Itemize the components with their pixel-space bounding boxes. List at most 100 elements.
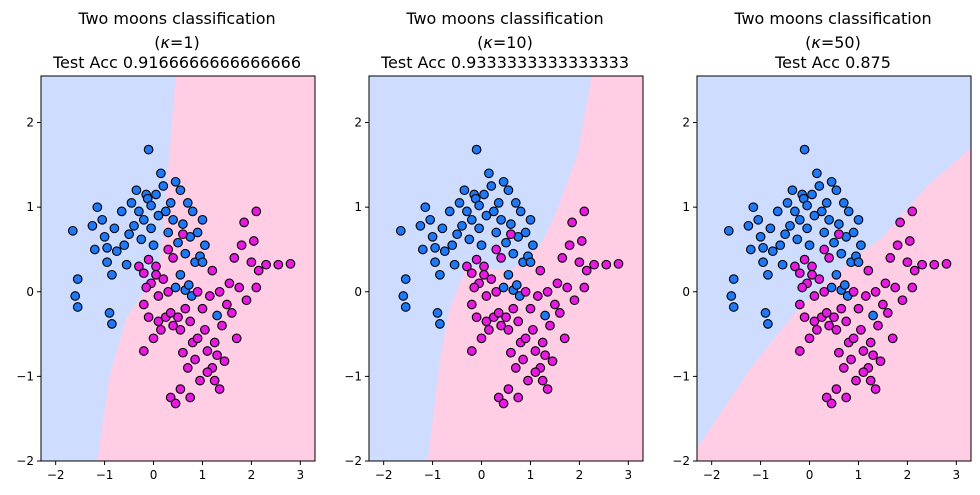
- point-class-0: [464, 234, 475, 245]
- point-class-1: [875, 356, 886, 367]
- point-class-0: [454, 198, 465, 208]
- point-class-0: [829, 237, 839, 248]
- point-class-0: [107, 319, 117, 329]
- point-class-1: [493, 308, 504, 318]
- point-class-0: [192, 227, 203, 238]
- point-class-1: [138, 346, 149, 356]
- y-tick-label: 1: [26, 200, 34, 214]
- point-class-1: [799, 254, 810, 265]
- point-class-1: [219, 356, 230, 367]
- point-class-1: [163, 286, 174, 297]
- kappa-symbol: κ: [811, 33, 821, 52]
- y-tick-label: 1: [682, 200, 690, 214]
- point-class-0: [775, 240, 786, 251]
- point-class-1: [554, 308, 565, 318]
- point-class-1: [523, 375, 533, 386]
- point-class-1: [202, 367, 213, 378]
- point-class-0: [126, 198, 137, 208]
- point-class-0: [72, 302, 83, 312]
- point-class-1: [812, 324, 822, 335]
- point-class-1: [503, 384, 514, 394]
- point-class-1: [180, 303, 191, 314]
- point-class-0: [134, 206, 144, 217]
- title-line-2: (κ=50): [805, 33, 861, 52]
- point-class-1: [506, 347, 516, 358]
- point-class-1: [564, 240, 575, 251]
- point-class-0: [197, 257, 208, 268]
- point-class-1: [807, 261, 817, 272]
- point-class-0: [452, 229, 462, 240]
- point-class-0: [165, 198, 176, 208]
- point-class-0: [481, 210, 492, 221]
- point-class-1: [165, 308, 176, 318]
- point-class-1: [224, 278, 235, 289]
- point-class-1: [885, 253, 896, 263]
- point-class-1: [491, 244, 502, 255]
- point-class-0: [200, 240, 210, 251]
- point-class-1: [907, 206, 918, 217]
- point-class-1: [273, 259, 284, 270]
- point-class-0: [748, 202, 759, 213]
- point-class-1: [510, 363, 521, 373]
- x-tick-label: −1: [424, 468, 442, 482]
- point-class-1: [552, 278, 563, 289]
- point-class-1: [863, 265, 874, 276]
- kappa-symbol: κ: [160, 33, 170, 52]
- point-class-0: [802, 223, 812, 234]
- point-class-0: [792, 234, 803, 245]
- x-tick-label: 0: [150, 468, 158, 482]
- point-class-0: [474, 223, 484, 234]
- region-class-1: [427, 76, 643, 461]
- point-class-1: [848, 333, 859, 344]
- point-class-1: [491, 286, 502, 297]
- point-class-0: [496, 214, 506, 225]
- point-class-1: [909, 265, 920, 276]
- point-class-0: [143, 144, 154, 155]
- point-class-1: [831, 384, 842, 394]
- point-class-0: [400, 302, 411, 312]
- point-class-0: [168, 214, 178, 225]
- point-class-0: [856, 240, 866, 251]
- x-tick-label: −1: [752, 468, 770, 482]
- point-class-0: [136, 234, 147, 245]
- point-class-1: [834, 347, 844, 358]
- point-class-0: [180, 248, 191, 259]
- point-class-1: [804, 333, 815, 344]
- point-class-0: [767, 246, 778, 257]
- point-class-1: [178, 347, 188, 358]
- point-class-0: [158, 181, 169, 191]
- point-class-0: [466, 214, 477, 225]
- point-class-1: [834, 229, 844, 240]
- point-class-1: [209, 375, 220, 386]
- point-class-1: [601, 259, 612, 270]
- point-class-1: [143, 312, 154, 323]
- point-class-0: [109, 223, 120, 234]
- point-class-0: [790, 206, 800, 217]
- point-class-0: [119, 240, 130, 251]
- point-class-1: [212, 350, 222, 361]
- point-class-1: [520, 333, 531, 344]
- point-class-1: [537, 375, 548, 386]
- point-class-1: [471, 312, 482, 323]
- point-class-0: [156, 168, 166, 179]
- point-class-1: [613, 258, 624, 269]
- y-tick-label: 2: [26, 116, 34, 130]
- point-class-0: [99, 231, 110, 242]
- point-class-0: [116, 206, 127, 217]
- point-class-1: [904, 236, 915, 246]
- point-class-1: [530, 346, 541, 356]
- x-tick-label: 2: [576, 468, 584, 482]
- point-class-1: [156, 324, 166, 335]
- point-class-0: [153, 210, 164, 221]
- plot-content: [369, 76, 643, 461]
- plot-area: −2 −1 0 1 2 3 −2 −1 0 1 2: [672, 75, 972, 482]
- point-class-0: [484, 168, 494, 179]
- x-tick-label: 2: [904, 468, 912, 482]
- point-class-0: [508, 248, 519, 259]
- point-class-1: [856, 324, 866, 335]
- point-class-1: [185, 316, 196, 327]
- point-class-0: [753, 214, 764, 225]
- y-tick-label: −2: [672, 454, 690, 468]
- point-class-0: [400, 274, 411, 284]
- point-class-0: [425, 214, 436, 225]
